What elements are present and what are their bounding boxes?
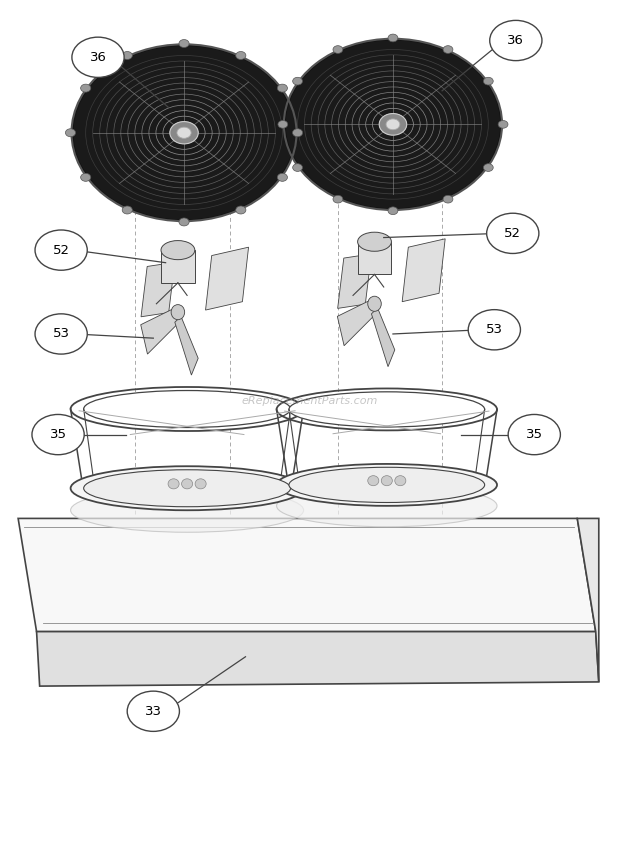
Ellipse shape (358, 232, 391, 252)
Ellipse shape (161, 241, 195, 260)
Ellipse shape (122, 206, 132, 214)
Ellipse shape (498, 121, 508, 128)
Ellipse shape (368, 476, 379, 485)
Ellipse shape (122, 51, 132, 59)
Ellipse shape (468, 310, 520, 350)
Polygon shape (402, 239, 445, 301)
Ellipse shape (490, 20, 542, 61)
Polygon shape (175, 316, 198, 375)
Ellipse shape (71, 488, 304, 533)
Text: 33: 33 (145, 705, 162, 717)
Text: 53: 53 (486, 323, 503, 336)
Ellipse shape (168, 479, 179, 489)
Ellipse shape (293, 78, 303, 85)
Text: eReplacementParts.com: eReplacementParts.com (242, 396, 378, 406)
Ellipse shape (508, 414, 560, 455)
Text: 52: 52 (53, 244, 69, 257)
Ellipse shape (177, 127, 191, 138)
Ellipse shape (179, 218, 189, 226)
Ellipse shape (195, 479, 206, 489)
Ellipse shape (443, 46, 453, 53)
Ellipse shape (236, 206, 246, 214)
Polygon shape (577, 518, 599, 682)
Ellipse shape (333, 195, 343, 203)
Ellipse shape (388, 34, 398, 42)
Ellipse shape (381, 476, 392, 485)
Polygon shape (371, 308, 395, 366)
Polygon shape (338, 254, 371, 308)
Ellipse shape (388, 207, 398, 214)
Ellipse shape (236, 51, 246, 59)
Ellipse shape (277, 464, 497, 506)
Polygon shape (141, 308, 181, 354)
Polygon shape (206, 247, 249, 310)
Ellipse shape (66, 129, 76, 137)
Ellipse shape (379, 114, 407, 135)
Ellipse shape (35, 314, 87, 354)
Ellipse shape (277, 84, 288, 92)
Ellipse shape (277, 485, 497, 527)
Ellipse shape (171, 305, 185, 320)
Ellipse shape (170, 122, 198, 143)
Ellipse shape (484, 78, 494, 85)
Ellipse shape (84, 391, 291, 428)
Ellipse shape (35, 230, 87, 270)
Ellipse shape (386, 119, 400, 130)
Ellipse shape (179, 40, 189, 47)
Ellipse shape (32, 414, 84, 455)
Ellipse shape (368, 296, 381, 311)
Text: 36: 36 (507, 34, 525, 47)
Ellipse shape (285, 40, 501, 209)
Ellipse shape (333, 46, 343, 53)
Text: 35: 35 (526, 428, 542, 441)
Ellipse shape (84, 470, 291, 506)
Ellipse shape (487, 214, 539, 253)
Ellipse shape (293, 164, 303, 171)
Ellipse shape (81, 84, 91, 92)
Polygon shape (141, 262, 175, 316)
Ellipse shape (71, 466, 304, 511)
Text: 36: 36 (89, 51, 107, 64)
Text: 52: 52 (504, 227, 521, 240)
Ellipse shape (289, 392, 485, 427)
Polygon shape (37, 631, 599, 686)
Ellipse shape (484, 164, 494, 171)
Ellipse shape (72, 37, 124, 78)
Ellipse shape (395, 476, 406, 485)
Bar (358, 241, 391, 274)
Bar (161, 250, 195, 283)
Text: 53: 53 (53, 327, 69, 340)
Polygon shape (18, 518, 596, 631)
Ellipse shape (81, 173, 91, 181)
Ellipse shape (293, 129, 303, 137)
Polygon shape (337, 300, 378, 346)
Ellipse shape (73, 45, 296, 220)
Text: 35: 35 (50, 428, 66, 441)
Ellipse shape (182, 479, 193, 489)
Ellipse shape (443, 195, 453, 203)
Ellipse shape (277, 173, 288, 181)
Ellipse shape (127, 691, 179, 732)
Ellipse shape (289, 468, 485, 502)
Ellipse shape (278, 121, 288, 128)
